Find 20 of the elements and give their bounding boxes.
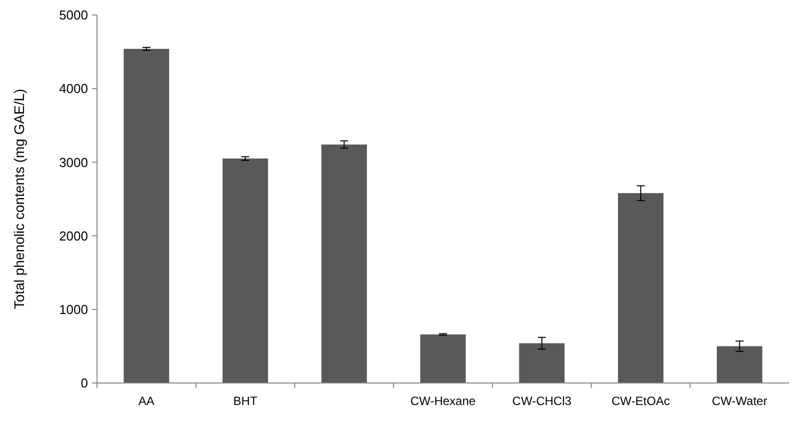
- x-tick-label: BHT: [233, 394, 258, 408]
- bar: [321, 144, 367, 383]
- y-tick-label: 5000: [59, 8, 88, 23]
- x-tick-label: AA: [138, 394, 154, 408]
- x-tick-label: CW-Hexane: [410, 394, 476, 408]
- y-tick-label: 1000: [59, 302, 88, 317]
- y-tick-label: 4000: [59, 81, 88, 96]
- y-tick-label: 2000: [59, 228, 88, 244]
- y-axis-title: Total phenolic contents (mg GAE/L): [11, 88, 27, 310]
- x-tick-label: CW-EtOAc: [611, 394, 670, 408]
- x-tick-label: CW-Water: [712, 394, 768, 408]
- bar: [716, 346, 762, 383]
- y-tick-label: 3000: [59, 154, 88, 170]
- bar: [124, 48, 170, 383]
- bar: [519, 343, 565, 383]
- bar: [222, 158, 268, 383]
- bar: [618, 193, 664, 383]
- x-tick-label: CW-CHCl3: [512, 394, 572, 408]
- bar: [420, 334, 466, 383]
- y-tick-label: 0: [80, 376, 88, 391]
